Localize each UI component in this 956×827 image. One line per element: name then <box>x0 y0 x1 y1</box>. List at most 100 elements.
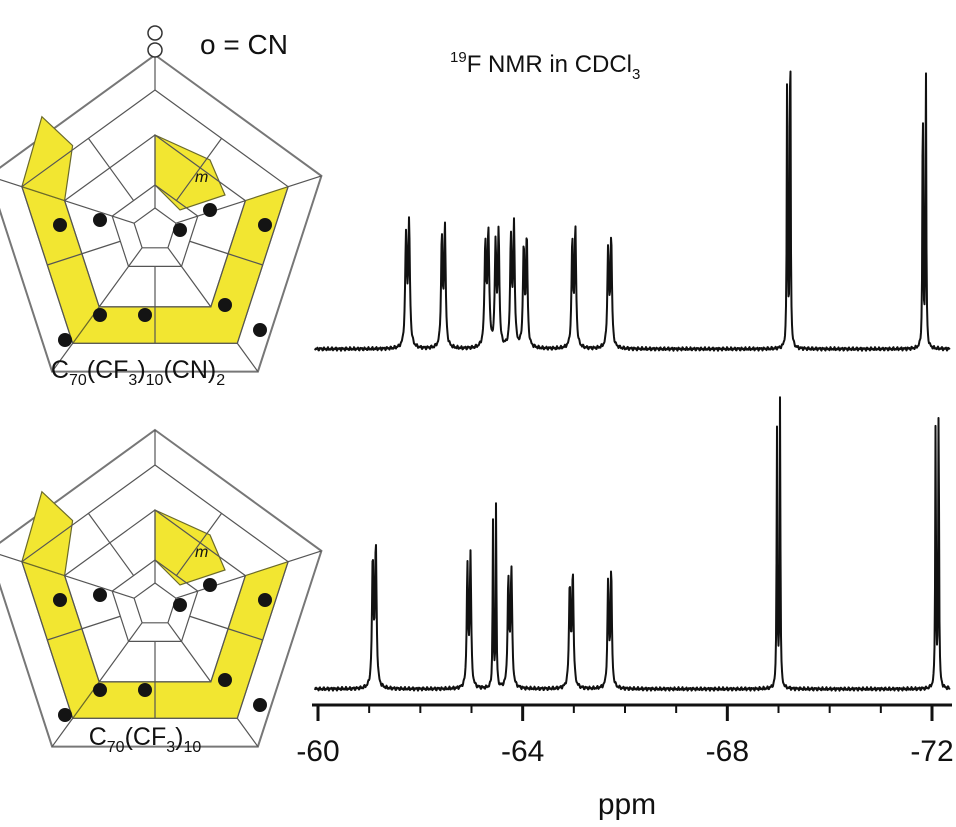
spoke <box>227 253 263 266</box>
spoke <box>180 641 212 683</box>
spoke <box>167 247 182 267</box>
ring <box>111 559 199 643</box>
spoke <box>64 200 113 217</box>
cf3-dot <box>203 203 217 217</box>
cf3-dot <box>258 593 272 607</box>
spoke <box>189 240 229 255</box>
spoke <box>175 590 198 599</box>
cf3-dot <box>58 708 72 722</box>
formula-part: 3 <box>166 739 175 756</box>
spoke <box>199 513 223 544</box>
m-label: m <box>195 544 208 561</box>
ring <box>111 184 199 267</box>
formula-part: 70 <box>69 372 87 389</box>
nmr-spectra <box>314 70 951 692</box>
cf3-dot <box>203 578 217 592</box>
formula-part: (CF <box>87 356 129 384</box>
x-tick-label: -72 <box>910 735 953 768</box>
cf3-dot <box>138 683 152 697</box>
spectrum-top <box>314 70 951 352</box>
title-main: F NMR in CDCl <box>467 51 632 78</box>
formula-part: (CF <box>125 723 167 751</box>
formula-part: 2 <box>216 372 225 389</box>
spoke <box>128 247 143 267</box>
spoke <box>64 575 113 592</box>
spoke <box>236 342 259 372</box>
spoke <box>0 554 23 563</box>
spoke <box>47 628 83 641</box>
spoke <box>128 622 143 642</box>
cf3-dot <box>93 683 107 697</box>
compound-label-bottom: C70(CF3)10 <box>89 723 202 756</box>
cn-legend-key: o = CN <box>200 29 288 60</box>
x-tick-label: -68 <box>706 735 749 768</box>
spectrum-title: 19F NMR in CDCl3 <box>450 49 640 83</box>
x-axis-label: ppm <box>598 788 656 821</box>
cf3-dot <box>138 308 152 322</box>
cf3-dot <box>258 218 272 232</box>
schlegel-diagrams: mm <box>0 25 323 748</box>
cf3-dot <box>173 223 187 237</box>
cf3-dot <box>253 698 267 712</box>
spoke <box>175 167 201 201</box>
cf3-dot <box>218 298 232 312</box>
schlegel-diagram: m <box>0 25 323 373</box>
cf3-dot <box>53 593 67 607</box>
spoke <box>98 266 130 308</box>
cf3-dot <box>93 308 107 322</box>
spoke <box>287 550 322 563</box>
formula-part: ) <box>137 356 145 384</box>
formula-part: 10 <box>183 739 201 756</box>
spoke <box>51 342 74 372</box>
spoke <box>109 542 135 576</box>
spoke <box>199 138 223 169</box>
spoke <box>287 175 322 188</box>
formula-part: C <box>51 356 69 384</box>
spoke <box>51 717 74 747</box>
schlegel-diagram: m <box>0 428 323 748</box>
spoke <box>98 641 130 683</box>
title-subscript: 3 <box>632 66 640 83</box>
cf3-dot <box>173 598 187 612</box>
spoke <box>189 615 229 630</box>
spoke <box>175 215 198 224</box>
highlight-band <box>21 115 74 202</box>
spoke <box>112 590 135 599</box>
spoke <box>81 240 121 255</box>
formula-part: ) <box>175 723 183 751</box>
title-superscript: 19 <box>450 49 467 66</box>
cf3-dot <box>93 588 107 602</box>
cf3-dot <box>253 323 267 337</box>
cn-circle <box>147 42 163 58</box>
formula-part: (CN) <box>163 356 216 384</box>
cf3-dot <box>58 333 72 347</box>
x-tick-label: -64 <box>501 735 544 768</box>
formula-part: 70 <box>107 739 125 756</box>
ring <box>133 207 177 249</box>
spoke <box>0 179 23 188</box>
spoke <box>175 542 201 576</box>
spoke <box>227 628 263 641</box>
spoke <box>109 167 135 201</box>
x-axis: -60 -64 -68 -72 <box>296 703 954 768</box>
spoke <box>180 266 212 308</box>
ring <box>21 464 289 719</box>
ring <box>133 582 177 624</box>
spoke <box>112 215 135 224</box>
formula-part: 3 <box>128 372 137 389</box>
formula-part: C <box>89 723 107 751</box>
cf3-dot <box>93 213 107 227</box>
spoke <box>81 615 121 630</box>
ring <box>21 89 289 344</box>
spoke <box>87 138 111 169</box>
cf3-dot <box>218 673 232 687</box>
spoke <box>47 253 83 266</box>
compound-label-top: C70(CF3)10(CN)2 <box>51 356 225 389</box>
spoke <box>167 622 182 642</box>
m-label: m <box>195 169 208 186</box>
spoke <box>87 513 111 544</box>
cn-circle <box>147 25 163 41</box>
x-tick-label: -60 <box>296 735 339 768</box>
highlight-band <box>21 490 74 577</box>
